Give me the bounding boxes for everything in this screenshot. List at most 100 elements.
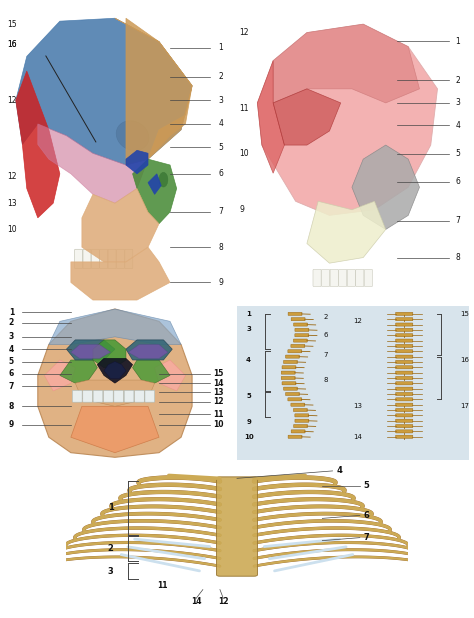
Text: 15: 15 [213,370,224,378]
FancyBboxPatch shape [291,344,305,347]
Polygon shape [38,309,192,457]
FancyBboxPatch shape [321,269,329,287]
Text: 7: 7 [9,382,14,391]
Text: 12: 12 [7,96,17,105]
FancyBboxPatch shape [295,328,309,331]
Text: 5: 5 [246,392,251,399]
Text: 9: 9 [239,205,244,214]
Text: 11: 11 [239,104,249,113]
Polygon shape [133,159,177,224]
FancyBboxPatch shape [330,269,338,287]
Polygon shape [97,358,133,383]
Text: 2: 2 [456,76,460,85]
Polygon shape [352,145,419,229]
FancyBboxPatch shape [365,269,373,287]
FancyBboxPatch shape [396,355,413,358]
FancyBboxPatch shape [396,318,413,321]
Text: 16: 16 [7,40,17,49]
FancyBboxPatch shape [93,391,103,402]
Text: 2: 2 [108,544,114,552]
FancyBboxPatch shape [396,414,413,417]
Polygon shape [126,340,172,360]
FancyBboxPatch shape [293,425,308,428]
FancyBboxPatch shape [295,334,309,337]
FancyBboxPatch shape [347,269,356,287]
Text: 10: 10 [244,434,254,440]
FancyBboxPatch shape [103,391,113,402]
Polygon shape [82,188,159,262]
FancyBboxPatch shape [282,366,296,369]
FancyBboxPatch shape [83,391,92,402]
Text: 11: 11 [213,410,224,418]
FancyBboxPatch shape [293,408,307,412]
Text: 2: 2 [323,314,328,320]
Text: 12: 12 [213,397,224,406]
Text: 16: 16 [460,357,469,363]
Polygon shape [148,174,161,194]
Polygon shape [273,89,341,145]
FancyBboxPatch shape [396,323,413,326]
Text: 10: 10 [239,149,249,158]
Polygon shape [71,407,159,452]
Text: 4: 4 [337,467,342,475]
Polygon shape [126,18,192,165]
FancyBboxPatch shape [356,269,364,287]
FancyBboxPatch shape [396,425,413,428]
Polygon shape [71,247,170,300]
FancyBboxPatch shape [293,339,307,342]
Text: 1: 1 [108,504,114,512]
FancyBboxPatch shape [396,334,413,337]
FancyBboxPatch shape [91,249,99,269]
FancyBboxPatch shape [283,387,298,390]
Polygon shape [307,201,386,263]
Text: 6: 6 [219,169,223,179]
Text: 9: 9 [219,278,223,287]
Text: 13: 13 [213,388,224,397]
Text: 13: 13 [7,198,17,208]
FancyBboxPatch shape [396,435,413,438]
FancyBboxPatch shape [125,249,133,269]
FancyBboxPatch shape [396,408,413,412]
FancyBboxPatch shape [396,350,413,353]
Text: 4: 4 [456,121,460,130]
Text: 6: 6 [364,511,370,520]
Text: 5: 5 [456,149,460,158]
Text: 8: 8 [9,402,14,411]
Text: 1: 1 [219,43,223,52]
FancyBboxPatch shape [396,392,413,396]
Polygon shape [257,24,438,215]
FancyBboxPatch shape [396,371,413,374]
Text: 3: 3 [246,326,251,332]
Text: 1: 1 [9,308,14,316]
Polygon shape [71,345,110,358]
FancyBboxPatch shape [396,312,413,315]
Text: 17: 17 [460,404,469,409]
FancyBboxPatch shape [291,403,305,406]
Text: 5: 5 [364,481,370,490]
FancyBboxPatch shape [288,350,302,353]
Polygon shape [60,360,97,383]
Polygon shape [45,360,75,391]
Polygon shape [273,24,419,103]
FancyBboxPatch shape [313,269,321,287]
FancyBboxPatch shape [396,328,413,331]
Text: 3: 3 [456,98,460,108]
Text: 7: 7 [456,216,460,226]
FancyBboxPatch shape [114,391,124,402]
FancyBboxPatch shape [74,249,82,269]
FancyBboxPatch shape [396,398,413,401]
FancyBboxPatch shape [283,360,298,363]
Text: 5: 5 [9,357,14,366]
Text: 3: 3 [108,567,114,575]
Text: 12: 12 [353,318,362,324]
Polygon shape [38,124,148,203]
Text: 1: 1 [456,36,460,46]
Polygon shape [104,362,126,378]
Text: 9: 9 [9,420,14,430]
FancyBboxPatch shape [396,382,413,385]
Text: 6: 6 [9,370,14,378]
Text: 7: 7 [219,208,223,216]
Polygon shape [128,345,168,358]
FancyBboxPatch shape [338,269,347,287]
Ellipse shape [116,121,149,151]
